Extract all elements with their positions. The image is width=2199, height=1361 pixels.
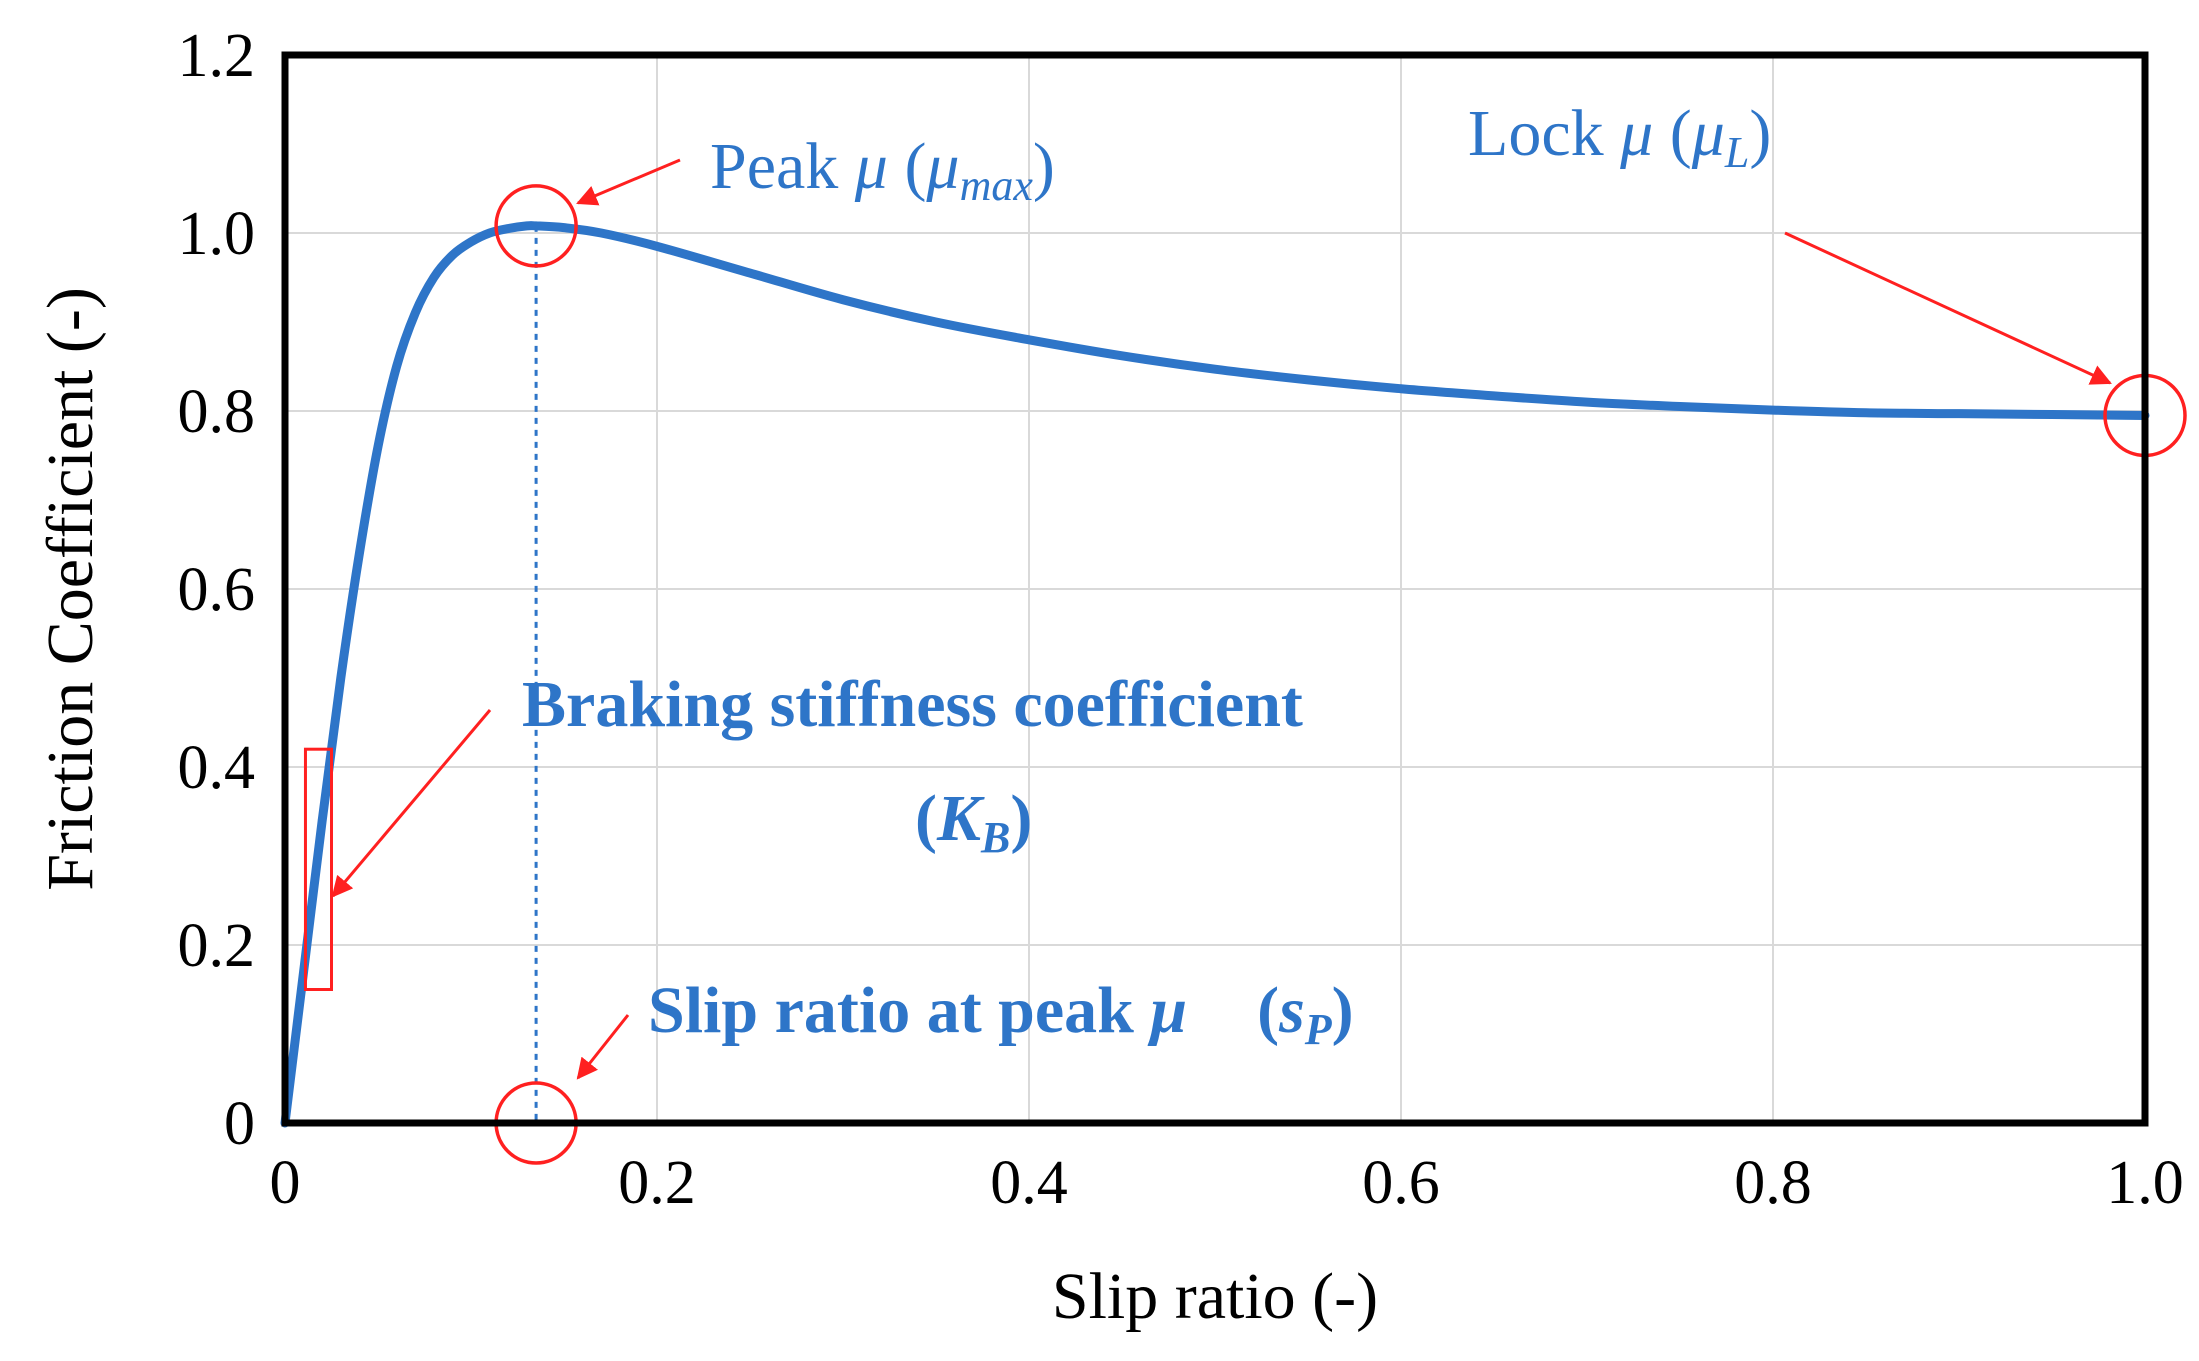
peak-mu-annotation: Peak μ (μmax) (710, 130, 1055, 210)
y-tick-labels: 0 0.2 0.4 0.6 0.8 1.0 1.2 (178, 22, 256, 1158)
x-tick-label: 1.0 (2106, 1149, 2184, 1217)
y-tick-label: 0 (224, 1090, 255, 1158)
x-tick-label: 0.4 (990, 1149, 1068, 1217)
stiffness-annotation-line1: Braking stiffness coefficient (522, 668, 1303, 741)
x-tick-labels: 0 0.2 0.4 0.6 0.8 1.0 (270, 1149, 2184, 1217)
x-axis-title: Slip ratio (-) (1052, 1260, 1378, 1333)
x-tick-label: 0.8 (1734, 1149, 1812, 1217)
y-tick-label: 1.0 (178, 200, 256, 268)
grid-lines (285, 55, 2145, 1123)
lock-arrow (1784, 231, 2112, 385)
peak-arrow (576, 158, 681, 206)
y-tick-label: 0.4 (178, 734, 256, 802)
stiffness-annotation-line2: (KB) (915, 782, 1032, 862)
peak-mu-circle (494, 184, 578, 268)
stiffness-arrow (331, 709, 492, 898)
friction-curve-line (280, 221, 2150, 1128)
x-tick-label: 0.6 (1362, 1149, 1440, 1217)
plot-frame (281, 51, 2149, 1127)
y-axis-title: Friction Coefficient (-) (34, 287, 107, 891)
y-tick-label: 0.8 (178, 378, 256, 446)
slip-ratio-annotation: Slip ratio at peak μ (sP) (648, 974, 1354, 1054)
stiffness-slope-box (303, 747, 333, 992)
x-tick-label: 0.2 (618, 1149, 696, 1217)
lock-mu-annotation: Lock μ (μL) (1468, 97, 1771, 177)
y-tick-label: 1.2 (178, 22, 256, 90)
x-tick-label: 0 (270, 1149, 301, 1217)
slip-arrow (576, 1014, 630, 1080)
y-tick-label: 0.6 (178, 556, 256, 624)
y-tick-label: 0.2 (178, 912, 256, 980)
